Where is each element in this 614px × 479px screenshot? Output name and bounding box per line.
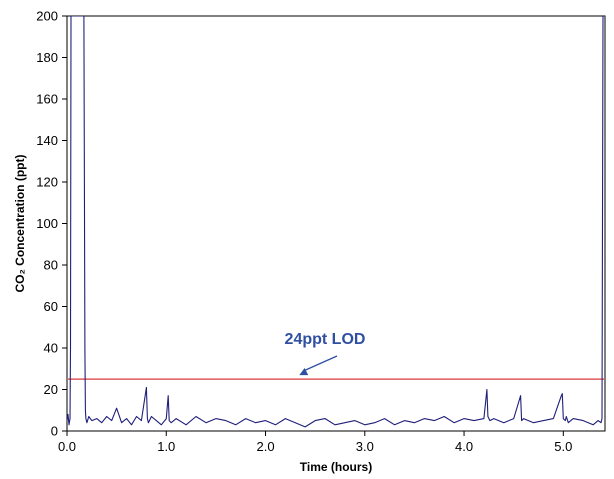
y-tick-label: 100 xyxy=(36,216,58,231)
y-tick-label: 120 xyxy=(36,175,58,190)
series-group xyxy=(67,16,605,428)
x-tick-label: 5.0 xyxy=(554,439,572,454)
lod-annotation-label: 24ppt LOD xyxy=(285,331,366,348)
x-axis-title: Time (hours) xyxy=(300,460,372,474)
y-axis-title: CO₂ Concentration (ppt) xyxy=(13,155,27,293)
y-tick-label: 80 xyxy=(44,258,58,273)
plot-border xyxy=(66,15,606,432)
y-tick-label: 60 xyxy=(44,299,58,314)
y-tick-label: 140 xyxy=(36,133,58,148)
plot-frame xyxy=(66,15,606,432)
co2-series-line xyxy=(67,16,605,428)
y-tick-label: 0 xyxy=(51,424,58,439)
x-tick-label: 2.0 xyxy=(256,439,274,454)
y-axis: 0 20 40 60 80 100 120 140 160 180 200 xyxy=(36,9,67,439)
annotation-arrowhead xyxy=(299,367,309,376)
annotation-arrow xyxy=(305,355,338,371)
y-tick-label: 160 xyxy=(36,92,58,107)
x-tick-label: 3.0 xyxy=(356,439,374,454)
x-tick-label: 4.0 xyxy=(455,439,473,454)
y-tick-label: 20 xyxy=(44,382,58,397)
x-axis: 0.0 1.0 2.0 3.0 4.0 5.0 xyxy=(58,431,572,454)
y-tick-label: 200 xyxy=(36,9,58,24)
y-tick-label: 40 xyxy=(44,341,58,356)
y-tick-label: 180 xyxy=(36,50,58,65)
x-tick-label: 0.0 xyxy=(58,439,76,454)
x-tick-label: 1.0 xyxy=(157,439,175,454)
